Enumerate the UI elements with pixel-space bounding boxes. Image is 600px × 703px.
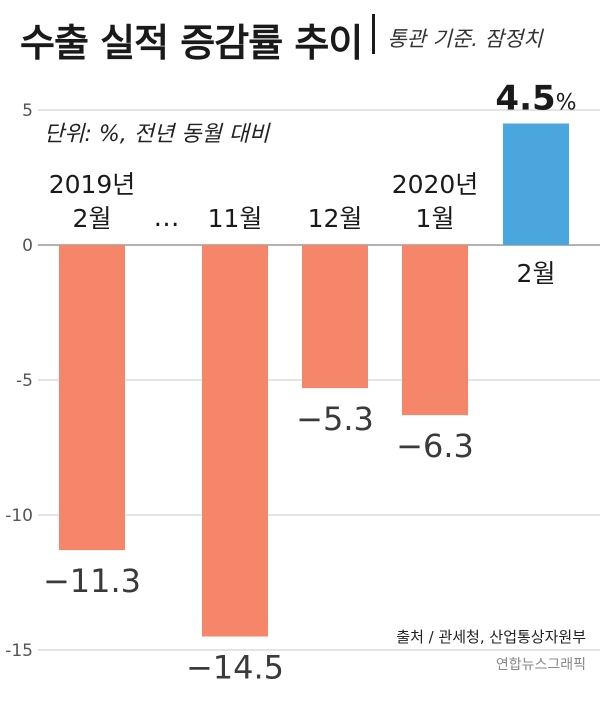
ellipsis-label: … <box>154 203 180 233</box>
data-label: −5.3 <box>296 400 374 438</box>
category-label: 12월 <box>308 204 363 233</box>
data-label: −11.3 <box>43 562 141 600</box>
category-label: 11월 <box>208 204 263 233</box>
data-label: −14.5 <box>186 649 284 687</box>
y-tick-label: -5 <box>16 371 33 391</box>
category-label: 1월 <box>416 204 455 233</box>
category-year-label: 2020년 <box>392 170 479 199</box>
y-tick-label: -10 <box>5 506 33 526</box>
category-label: 2월 <box>517 259 556 288</box>
bar <box>503 123 569 245</box>
credit-note: 연합뉴스그래픽 <box>495 657 586 673</box>
y-tick-label: 5 <box>22 101 33 121</box>
bar <box>59 245 125 551</box>
y-tick-label: 0 <box>22 236 33 256</box>
source-note: 출처 / 관세청, 산업통상자원부 <box>396 628 586 646</box>
bar <box>402 245 468 416</box>
y-tick-label: -15 <box>5 641 33 661</box>
category-label: 2월 <box>73 204 112 233</box>
data-label: −6.3 <box>396 427 474 465</box>
title-divider <box>372 14 376 54</box>
data-label: 4.5% <box>495 79 576 119</box>
bar <box>202 245 268 637</box>
title-block: 수출 실적 증감률 추이 통관 기준. 잠정치 <box>20 6 543 62</box>
bar <box>302 245 368 389</box>
unit-note: 단위: %, 전년 동월 대비 <box>44 122 270 147</box>
chart-title: 수출 실적 증감률 추이 <box>20 21 363 65</box>
chart-subtitle: 통관 기준. 잠정치 <box>387 27 543 51</box>
category-year-label: 2019년 <box>49 170 136 199</box>
data-label-unit: % <box>556 91 577 116</box>
